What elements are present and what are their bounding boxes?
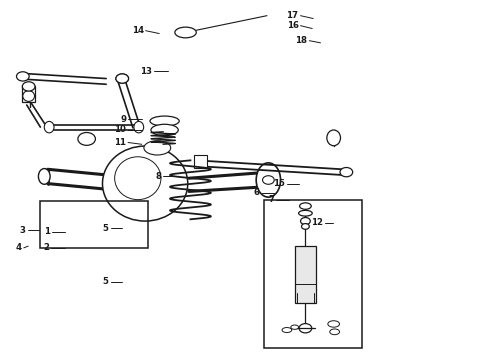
Bar	[265, 200, 362, 348]
Ellipse shape	[115, 157, 161, 200]
Text: 5: 5	[103, 224, 109, 233]
Ellipse shape	[328, 321, 340, 327]
Ellipse shape	[116, 74, 128, 83]
Ellipse shape	[151, 124, 178, 136]
Text: 15: 15	[273, 179, 285, 188]
Text: 14: 14	[131, 26, 144, 35]
Ellipse shape	[263, 176, 274, 184]
Text: 11: 11	[114, 138, 126, 147]
Ellipse shape	[301, 224, 309, 229]
Ellipse shape	[17, 72, 29, 81]
Text: 12: 12	[311, 219, 323, 228]
Text: 4: 4	[16, 243, 22, 252]
Text: 7: 7	[268, 195, 274, 204]
Text: 6: 6	[254, 188, 260, 197]
Text: 18: 18	[295, 36, 307, 45]
Ellipse shape	[300, 217, 310, 225]
Text: 16: 16	[287, 21, 298, 30]
Ellipse shape	[340, 167, 353, 177]
Ellipse shape	[102, 146, 188, 221]
Ellipse shape	[134, 121, 144, 133]
Ellipse shape	[144, 141, 171, 155]
Bar	[40, 202, 147, 248]
Text: 9: 9	[120, 115, 126, 124]
Ellipse shape	[298, 210, 312, 216]
Text: 8: 8	[155, 172, 161, 181]
Ellipse shape	[23, 82, 35, 91]
Ellipse shape	[282, 328, 292, 333]
Text: 10: 10	[114, 126, 126, 135]
Ellipse shape	[330, 329, 340, 335]
Bar	[22, 86, 35, 102]
Bar	[194, 155, 207, 168]
Ellipse shape	[44, 121, 54, 133]
Bar	[294, 246, 316, 303]
Ellipse shape	[299, 324, 312, 333]
Text: 5: 5	[103, 277, 109, 286]
Ellipse shape	[256, 163, 281, 197]
Text: 17: 17	[287, 11, 298, 20]
Text: 1: 1	[44, 227, 50, 236]
Text: 2: 2	[43, 243, 49, 252]
Ellipse shape	[327, 130, 341, 146]
Ellipse shape	[38, 168, 50, 184]
Text: 13: 13	[141, 67, 152, 76]
Ellipse shape	[299, 203, 311, 209]
Ellipse shape	[291, 325, 298, 329]
Ellipse shape	[78, 132, 96, 145]
Ellipse shape	[175, 27, 196, 38]
Text: 3: 3	[20, 225, 26, 234]
Ellipse shape	[23, 91, 34, 102]
Ellipse shape	[150, 116, 179, 126]
Ellipse shape	[116, 74, 128, 83]
